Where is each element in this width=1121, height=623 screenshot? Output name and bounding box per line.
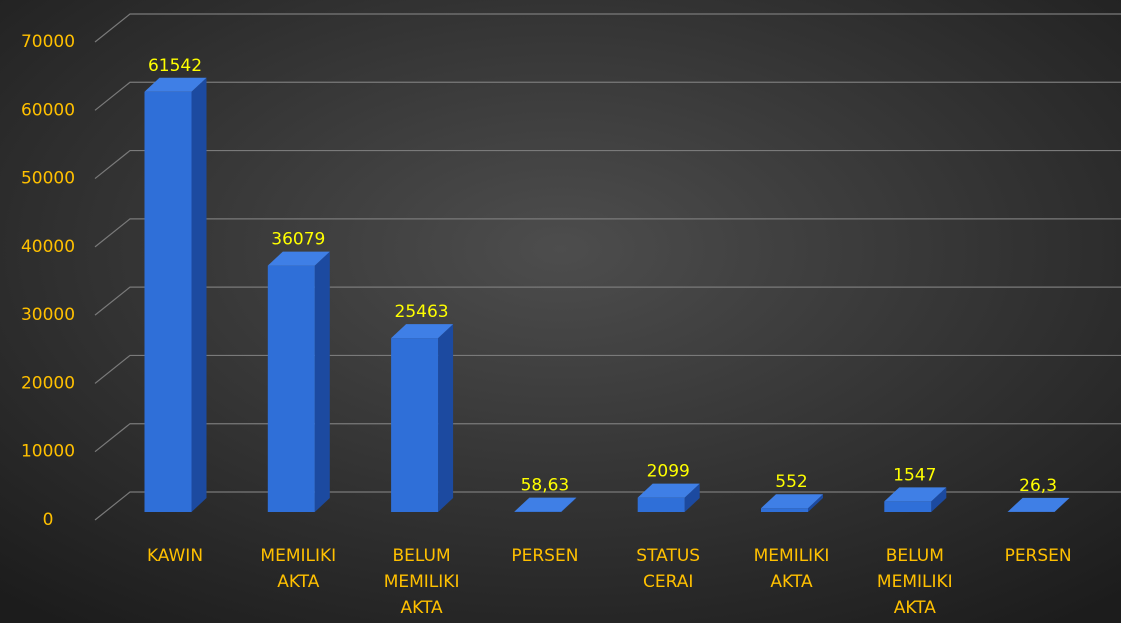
bar-side <box>191 77 207 513</box>
data-label: 61542 <box>148 56 202 76</box>
data-label: 36079 <box>271 230 325 250</box>
grid-line <box>94 354 1121 384</box>
bar-top <box>391 324 454 339</box>
bar-side <box>684 483 700 512</box>
bar-side <box>438 324 454 512</box>
data-label: 2099 <box>647 462 690 482</box>
grid-line <box>94 218 1121 248</box>
y-tick-label: 30000 <box>21 305 75 325</box>
bar <box>761 494 823 512</box>
data-label: 552 <box>775 472 807 492</box>
bar <box>637 483 700 512</box>
bar-top <box>1007 497 1070 512</box>
data-label: 25463 <box>395 302 449 322</box>
bar-front <box>761 508 808 512</box>
bar <box>514 497 577 512</box>
x-tick-label: BELUM MEMILIKI AKTA <box>384 546 460 618</box>
x-tick-label: KAWIN <box>147 546 203 566</box>
bar-front <box>637 497 685 512</box>
grid-line <box>94 491 1121 521</box>
y-tick-label: 50000 <box>21 169 75 189</box>
grid-line <box>94 13 1121 43</box>
grid-line <box>94 423 1121 453</box>
x-tick-label: MEMILIKI AKTA <box>260 546 336 592</box>
bar-top <box>761 494 823 509</box>
bar-side <box>314 251 330 513</box>
grid-line <box>94 286 1121 316</box>
bar <box>267 251 330 513</box>
y-tick-label: 40000 <box>21 237 75 257</box>
bar-front <box>391 338 439 512</box>
bar-top <box>637 483 700 498</box>
y-tick-label: 60000 <box>21 100 75 120</box>
bar-top <box>144 77 207 92</box>
y-tick-label: 20000 <box>21 373 75 393</box>
x-tick-label: STATUS CERAI <box>636 546 700 592</box>
bar-side <box>808 494 823 512</box>
data-label: 58,63 <box>521 476 570 496</box>
y-tick-label: 0 <box>43 510 54 530</box>
bar-top <box>267 251 330 266</box>
bar-side <box>561 497 577 512</box>
x-tick-label: PERSEN <box>1005 546 1072 566</box>
bar-front <box>884 501 932 512</box>
x-tick-label: BELUM MEMILIKI AKTA <box>877 546 953 618</box>
y-tick-label: 10000 <box>21 442 75 462</box>
bar <box>884 487 947 512</box>
bar <box>391 324 454 512</box>
bar-side <box>931 487 947 512</box>
grid-line <box>94 81 1121 111</box>
bar-front <box>144 91 192 513</box>
bar-front <box>267 265 315 512</box>
bar-top <box>514 497 577 512</box>
data-label: 1547 <box>893 465 936 485</box>
bar-top <box>884 487 947 502</box>
data-label: 26,3 <box>1019 476 1057 496</box>
bar <box>144 77 207 513</box>
x-tick-label: MEMILIKI AKTA <box>754 546 830 592</box>
x-tick-label: PERSEN <box>511 546 578 566</box>
bar <box>1007 497 1070 512</box>
y-tick-label: 70000 <box>21 32 75 52</box>
bar-side <box>1054 497 1070 512</box>
grid-line <box>94 149 1121 180</box>
